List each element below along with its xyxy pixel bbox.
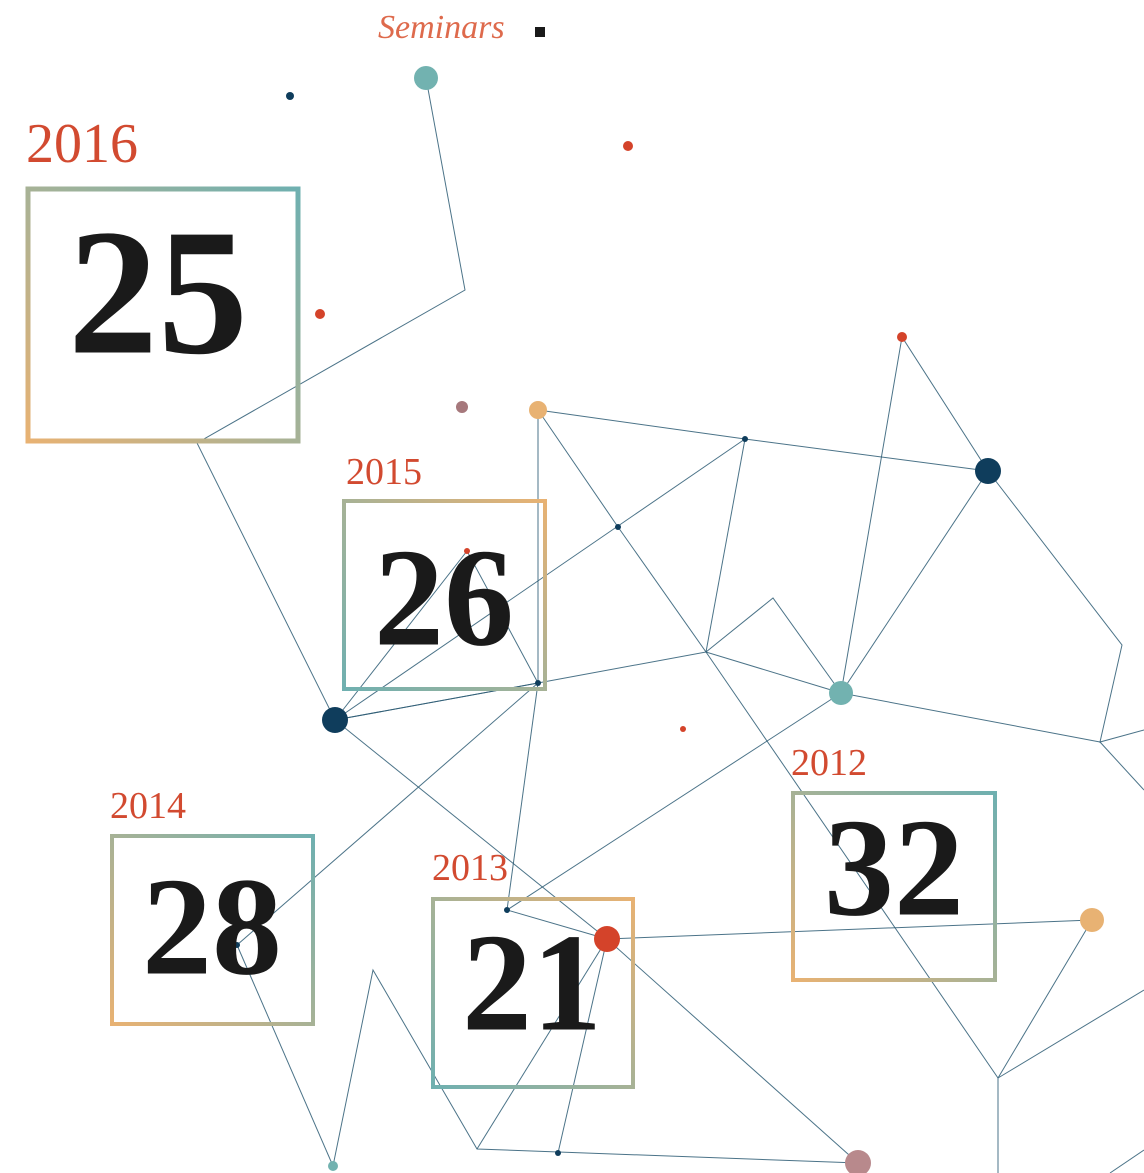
network bbox=[197, 78, 1144, 1173]
year-label: 2015 bbox=[346, 451, 422, 493]
count: 26 bbox=[374, 521, 514, 676]
count: 21 bbox=[462, 906, 602, 1061]
count: 28 bbox=[142, 850, 282, 1005]
year-label: 2016 bbox=[26, 113, 138, 175]
page: Seminars 2016 25 2015 26 2014 28 2013 21… bbox=[0, 0, 1144, 1173]
nodes bbox=[234, 66, 1104, 1173]
title: Seminars bbox=[378, 9, 505, 46]
year-label: 2014 bbox=[110, 785, 186, 827]
year-label: 2012 bbox=[791, 742, 867, 784]
count: 25 bbox=[68, 193, 248, 392]
count: 32 bbox=[824, 791, 964, 946]
title-marker bbox=[535, 27, 545, 37]
infographic: Seminars 2016 25 2015 26 2014 28 2013 21… bbox=[0, 0, 1144, 1173]
year-label: 2013 bbox=[432, 847, 508, 889]
